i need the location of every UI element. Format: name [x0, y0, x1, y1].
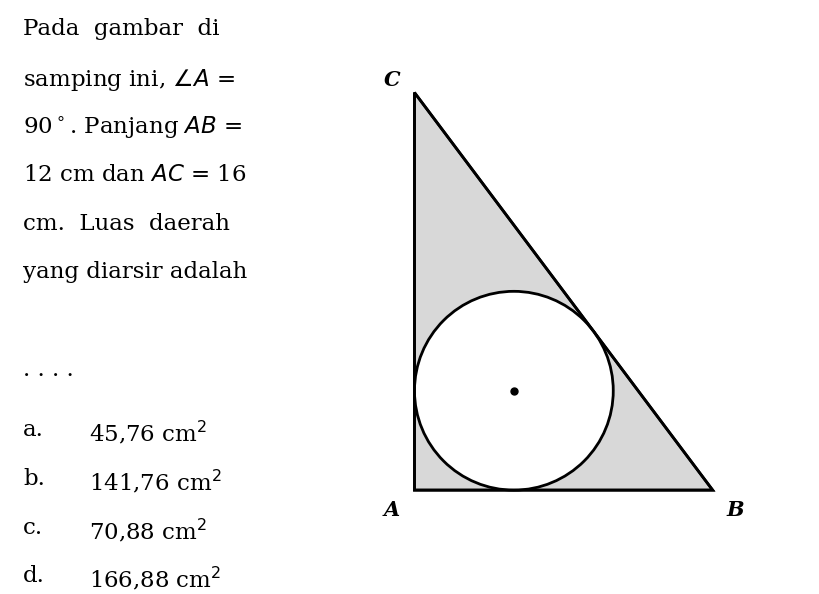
Text: Pada  gambar  di: Pada gambar di	[23, 18, 219, 40]
Text: d.: d.	[23, 565, 45, 587]
Text: samping ini, $\angle A$ =: samping ini, $\angle A$ =	[23, 67, 234, 93]
Text: 12 cm dan $AC$ = 16: 12 cm dan $AC$ = 16	[23, 164, 246, 186]
Text: a.: a.	[23, 419, 43, 441]
Text: B: B	[726, 500, 743, 520]
Text: A: A	[383, 500, 400, 520]
Text: b.: b.	[23, 468, 45, 490]
Text: 141,76 cm$^{2}$: 141,76 cm$^{2}$	[89, 468, 222, 495]
Text: yang diarsir adalah: yang diarsir adalah	[23, 261, 247, 283]
Text: C: C	[383, 70, 400, 90]
Text: 166,88 cm$^{2}$: 166,88 cm$^{2}$	[89, 565, 221, 593]
Text: cm.  Luas  daerah: cm. Luas daerah	[23, 213, 229, 235]
Text: 70,88 cm$^{2}$: 70,88 cm$^{2}$	[89, 517, 207, 544]
Text: . . . .: . . . .	[23, 359, 74, 381]
Text: c.: c.	[23, 517, 43, 539]
Text: 90$^\circ$. Panjang $AB$ =: 90$^\circ$. Panjang $AB$ =	[23, 115, 242, 141]
Text: 45,76 cm$^{2}$: 45,76 cm$^{2}$	[89, 419, 207, 447]
Polygon shape	[414, 93, 712, 490]
Circle shape	[414, 291, 613, 490]
